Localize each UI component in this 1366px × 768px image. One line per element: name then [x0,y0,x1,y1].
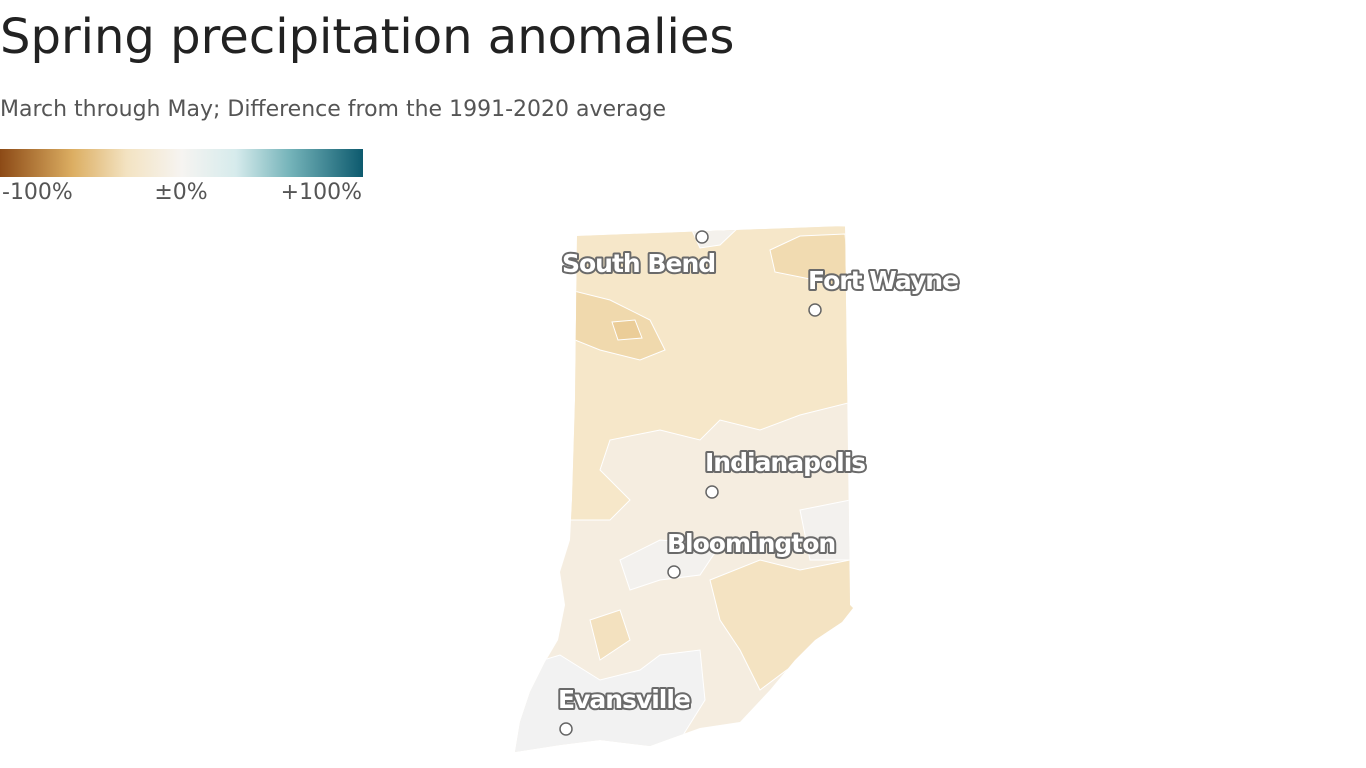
city-marker [808,303,822,317]
legend-label: -100% [2,180,73,205]
cities: South Bend Fort Wayne Indianapolis Bloom… [556,230,961,736]
title: Spring precipitation anomalies [0,9,734,65]
subtitle: March through May; Difference from the 1… [0,97,666,122]
city-label: Evansville [558,685,690,714]
region [611,319,643,341]
legend-label: ±0% [154,180,207,205]
legend: -100% ±0% +100% [0,149,363,205]
city-label: Bloomington [667,529,835,558]
region [619,539,721,591]
city-marker [559,722,573,736]
city-marker [705,485,719,499]
city-label: Fort Wayne [808,266,958,295]
state-map [515,226,853,752]
city-marker [667,565,681,579]
legend-label: +100% [281,180,362,205]
region [589,609,631,661]
city-label: Indianapolis [705,448,865,477]
city-marker [695,230,709,244]
region [515,649,706,752]
legend-scale [0,149,363,177]
city-label: South Bend [562,249,715,278]
